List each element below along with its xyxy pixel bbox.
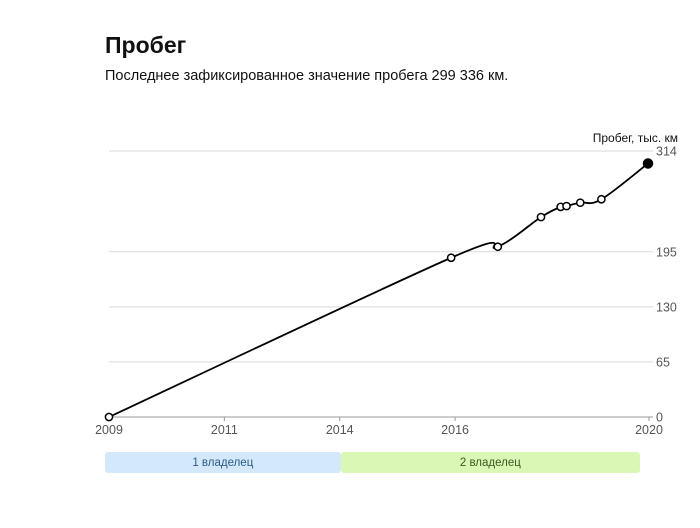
y-tick-labels: 0 65 130 195 314 [656,145,677,425]
data-point [446,253,456,263]
y-tick-label: 65 [656,355,670,369]
y-tick-label: 130 [656,300,677,314]
data-point [597,194,606,204]
owner-segment-1: 1 владелец [105,452,341,473]
data-point [493,242,503,252]
x-tick-label: 2011 [211,423,238,437]
owner-segment-2: 2 владелец [340,452,641,473]
y-tick-label: 314 [656,145,677,159]
page-title: Пробег [105,32,187,58]
data-point [104,412,114,422]
data-points [104,158,654,422]
page-subtitle: Последнее зафиксированное значение пробе… [105,68,509,84]
data-point [536,212,546,222]
y-axis-label: Пробег, тыс. км [592,131,678,145]
last-data-point [642,158,654,169]
data-point [562,201,571,211]
data-point [575,198,585,208]
x-tick-label: 2016 [441,423,469,437]
grid-lines [109,150,653,418]
y-tick-label: 0 [656,411,663,425]
y-tick-label: 195 [656,245,677,259]
x-tick-label: 2014 [326,423,354,437]
x-tick-label: 2020 [635,423,663,437]
mileage-line [108,162,649,418]
x-tick-label: 2009 [95,423,123,437]
x-tick-labels: 2009 2011 2014 2016 2020 [95,417,663,437]
owners-bar: 1 владелец 2 владелец [105,452,645,473]
